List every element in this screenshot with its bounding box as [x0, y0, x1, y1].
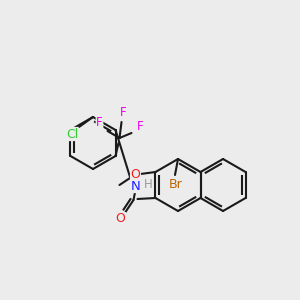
Text: O: O	[116, 212, 125, 226]
Text: Cl: Cl	[66, 128, 78, 140]
Text: O: O	[130, 169, 140, 182]
Text: H: H	[144, 178, 153, 191]
Text: Br: Br	[169, 178, 183, 190]
Text: F: F	[137, 121, 144, 134]
Text: F: F	[96, 116, 103, 130]
Text: F: F	[120, 106, 127, 118]
Text: N: N	[130, 179, 140, 193]
